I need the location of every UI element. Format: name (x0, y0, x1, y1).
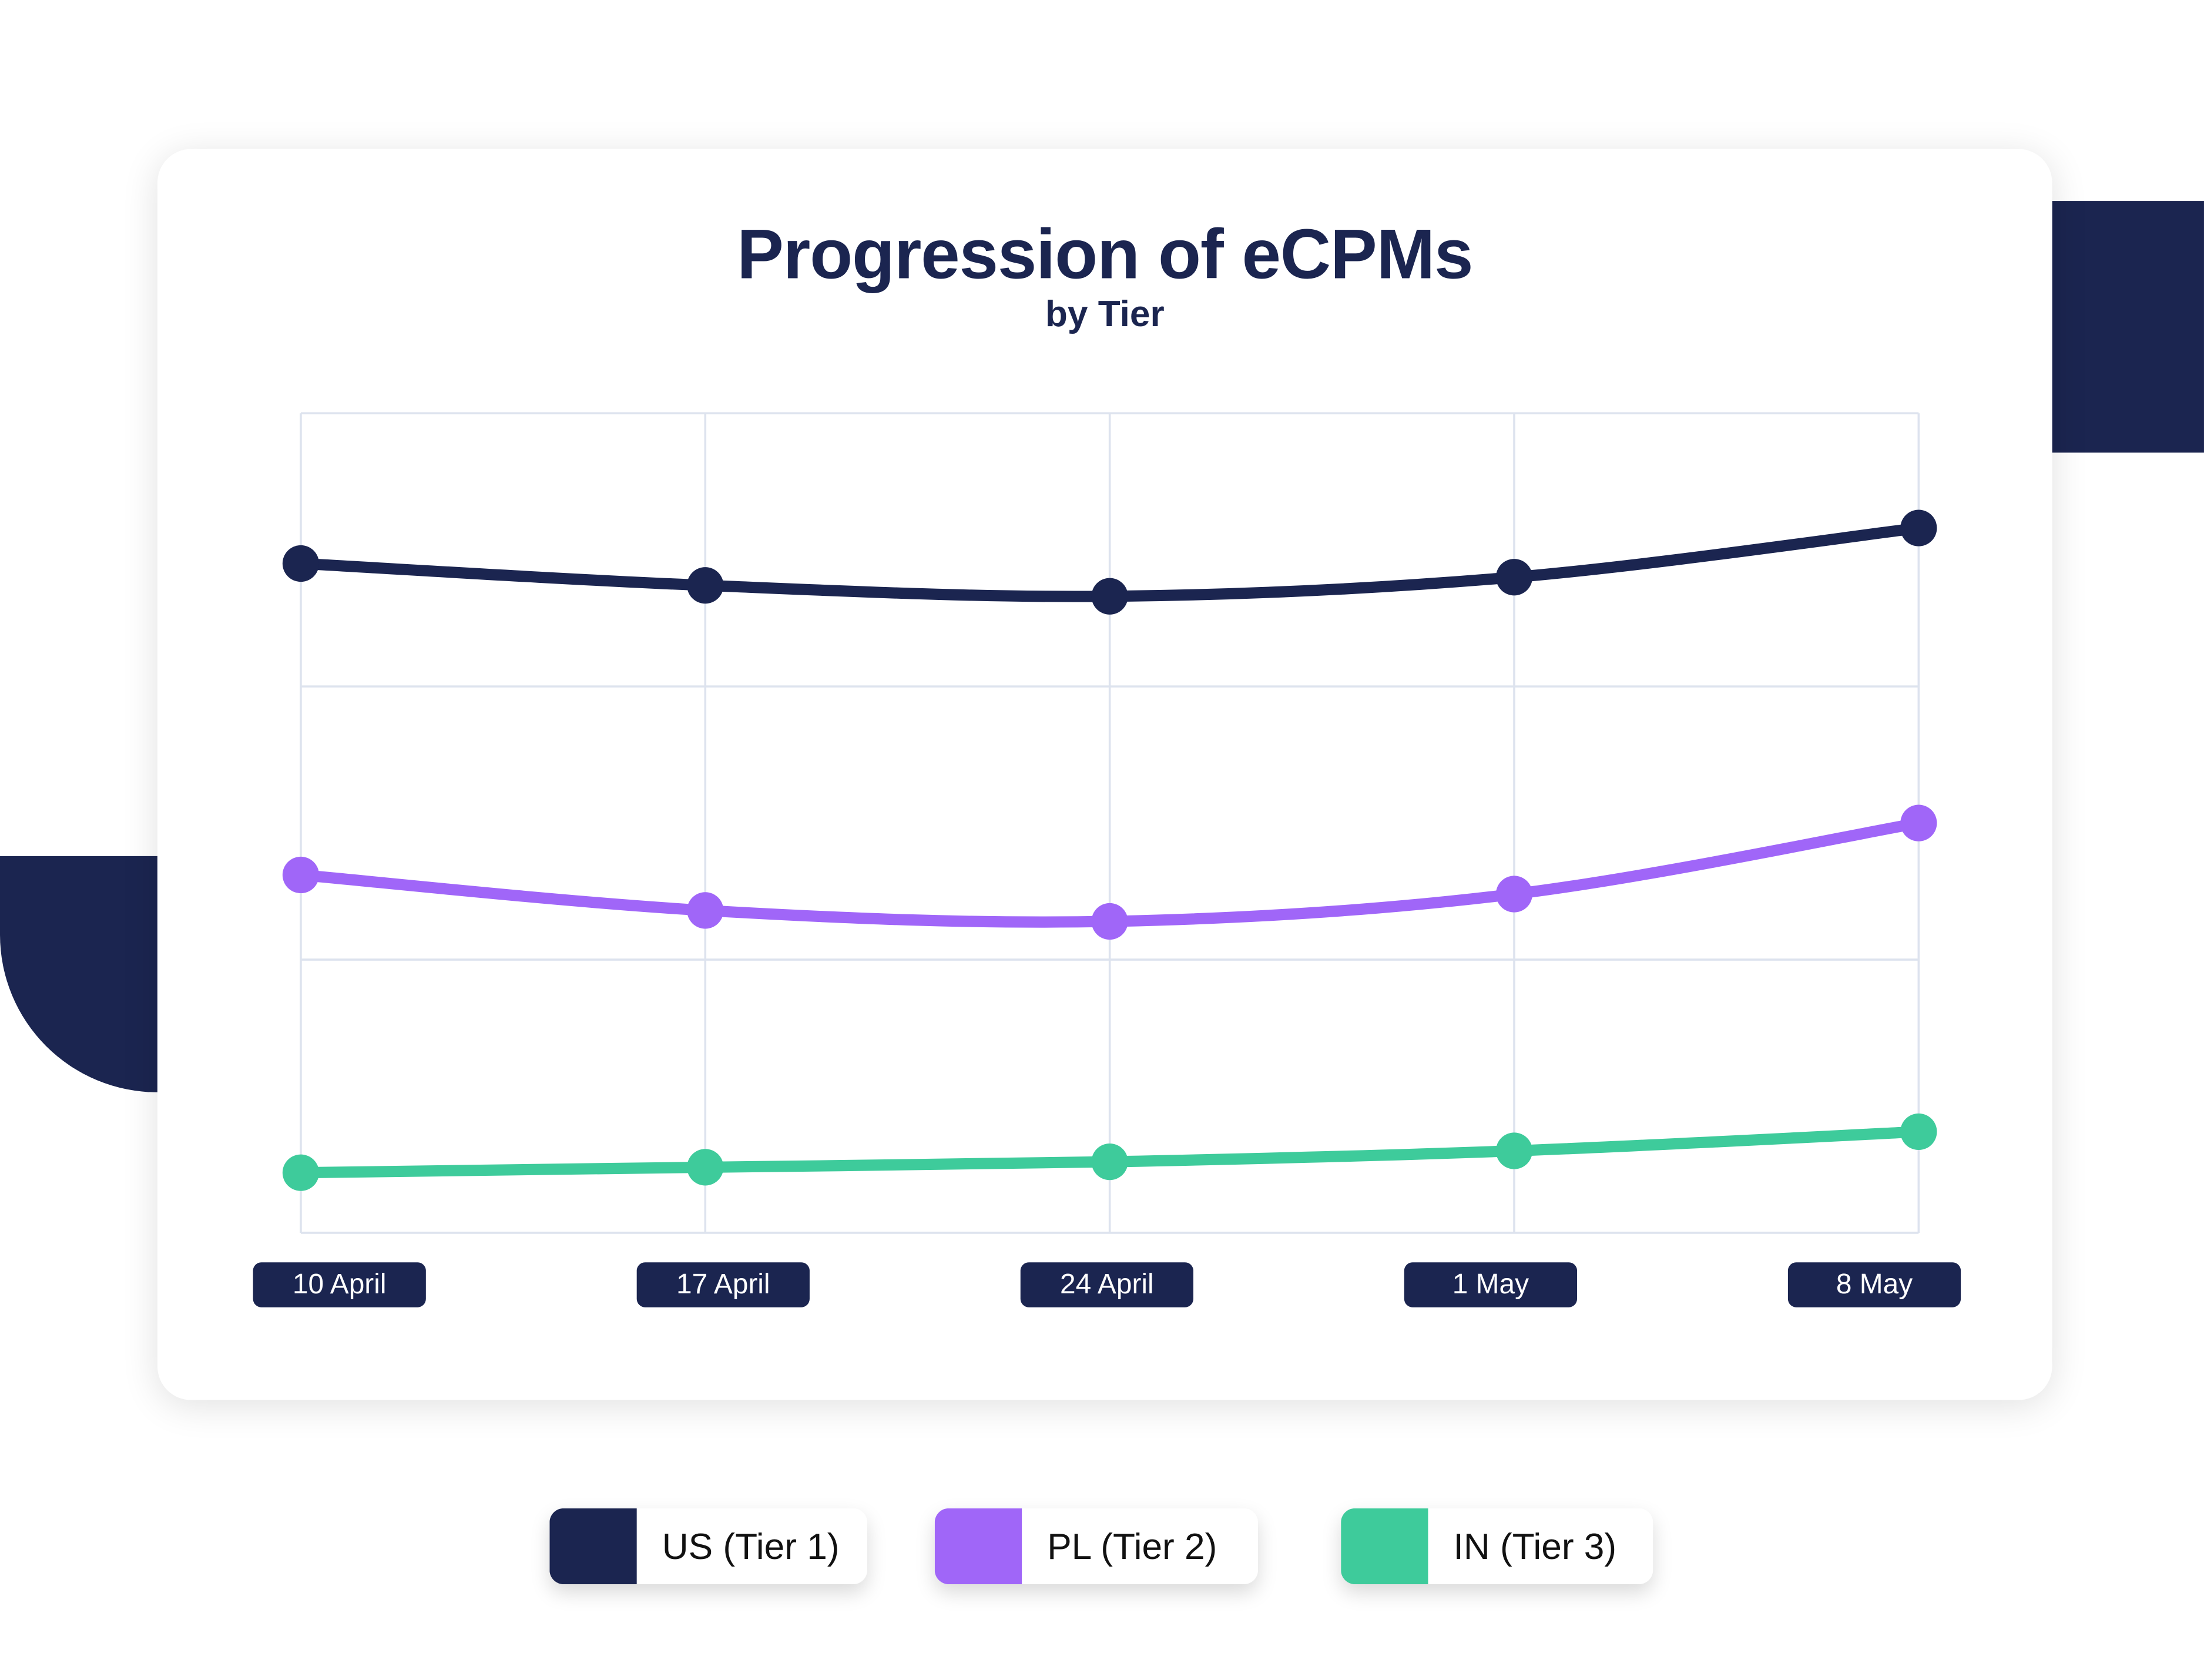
x-tick-label: 1 May (1404, 1262, 1578, 1307)
legend-item-us: US (Tier 1) (549, 1508, 867, 1585)
decorative-half-circle-left (0, 856, 157, 1092)
legend-swatch (934, 1508, 1022, 1585)
legend-item-in: IN (Tier 3) (1341, 1508, 1653, 1585)
x-tick-label: 17 April (636, 1262, 810, 1307)
legend-label: PL (Tier 2) (1047, 1524, 1217, 1567)
x-tick-label: 10 April (253, 1262, 426, 1307)
legend-label: IN (Tier 3) (1453, 1524, 1617, 1567)
x-tick-label: 24 April (1020, 1262, 1193, 1307)
decorative-block-right (2052, 201, 2204, 453)
chart-subtitle: by Tier (1045, 292, 1165, 335)
legend-swatch (1341, 1508, 1428, 1585)
legend-swatch (549, 1508, 637, 1585)
legend-item-pl: PL (Tier 2) (934, 1508, 1259, 1585)
legend-label: US (Tier 1) (662, 1524, 840, 1567)
chart-card: Progression of eCPMs by Tier (157, 149, 2052, 1400)
chart-title: Progression of eCPMs (737, 215, 1473, 294)
x-tick-label: 8 May (1787, 1262, 1961, 1307)
